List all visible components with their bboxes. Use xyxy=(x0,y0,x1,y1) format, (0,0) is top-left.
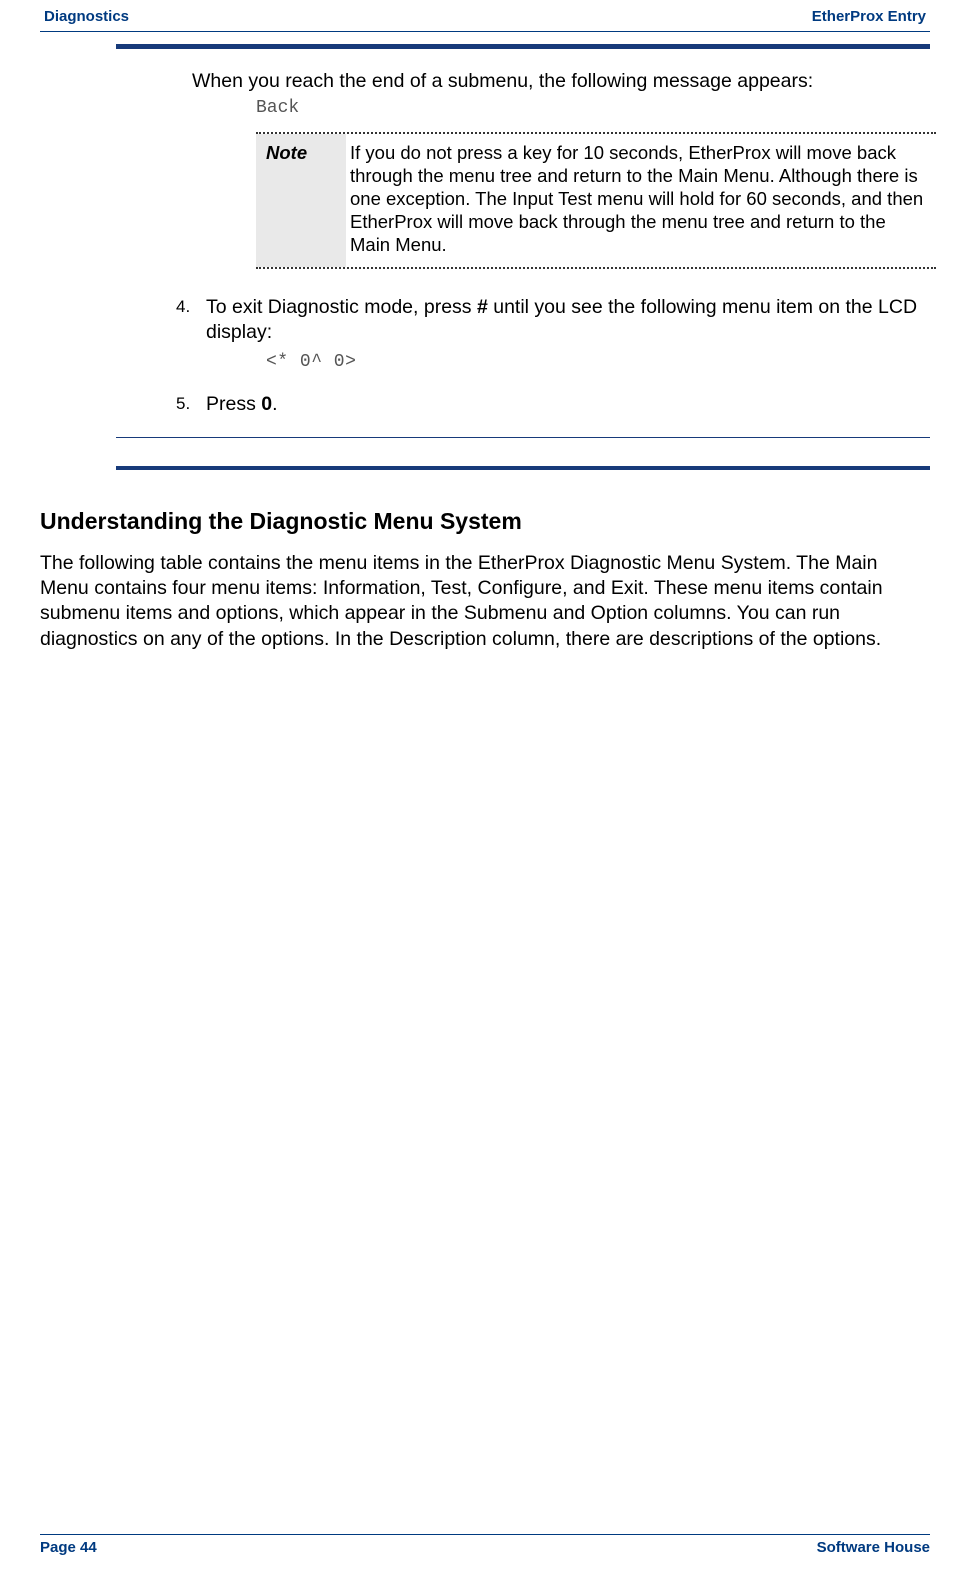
running-footer: Page 44 Software House xyxy=(40,1534,930,1556)
procedure-box: When you reach the end of a submenu, the… xyxy=(116,44,930,470)
page: Diagnostics EtherProx Entry When you rea… xyxy=(0,0,970,1578)
steps-list: 4. To exit Diagnostic mode, press # unti… xyxy=(176,295,930,417)
note-box: Note If you do not press a key for 10 se… xyxy=(256,132,936,269)
note-label: Note xyxy=(256,134,346,267)
step5-pre: Press xyxy=(206,393,261,415)
step5-post: . xyxy=(272,393,277,415)
note-body: If you do not press a key for 10 seconds… xyxy=(346,134,936,267)
header-left: Diagnostics xyxy=(44,8,129,25)
step-5-text: Press 0. xyxy=(206,392,930,417)
footer-right: Software House xyxy=(817,1539,930,1556)
step-4-text: To exit Diagnostic mode, press # until y… xyxy=(206,295,930,374)
submenu-end-message-intro: When you reach the end of a submenu, the… xyxy=(192,69,930,94)
step4-pre: To exit Diagnostic mode, press xyxy=(206,296,477,318)
zero-key: 0 xyxy=(261,393,272,415)
header-rule xyxy=(40,31,930,32)
section-paragraph: The following table contains the menu it… xyxy=(40,551,930,652)
lcd-back-text: Back xyxy=(256,98,930,118)
box-inner-top-rule xyxy=(116,48,930,49)
box-inner-bottom-rule xyxy=(116,437,930,438)
step-4: 4. To exit Diagnostic mode, press # unti… xyxy=(176,295,930,374)
step-5: 5. Press 0. xyxy=(176,392,930,417)
running-header: Diagnostics EtherProx Entry xyxy=(40,8,930,29)
header-right: EtherProx Entry xyxy=(812,8,926,25)
section-heading: Understanding the Diagnostic Menu System xyxy=(40,508,930,535)
step-number: 5. xyxy=(176,392,206,417)
lcd-exit-display: <* 0^ 0> xyxy=(266,351,930,374)
page-number: Page 44 xyxy=(40,1539,97,1556)
step-number: 4. xyxy=(176,295,206,374)
footer-row: Page 44 Software House xyxy=(40,1535,930,1556)
note-row: Note If you do not press a key for 10 se… xyxy=(256,134,936,267)
hash-key: # xyxy=(477,296,488,318)
